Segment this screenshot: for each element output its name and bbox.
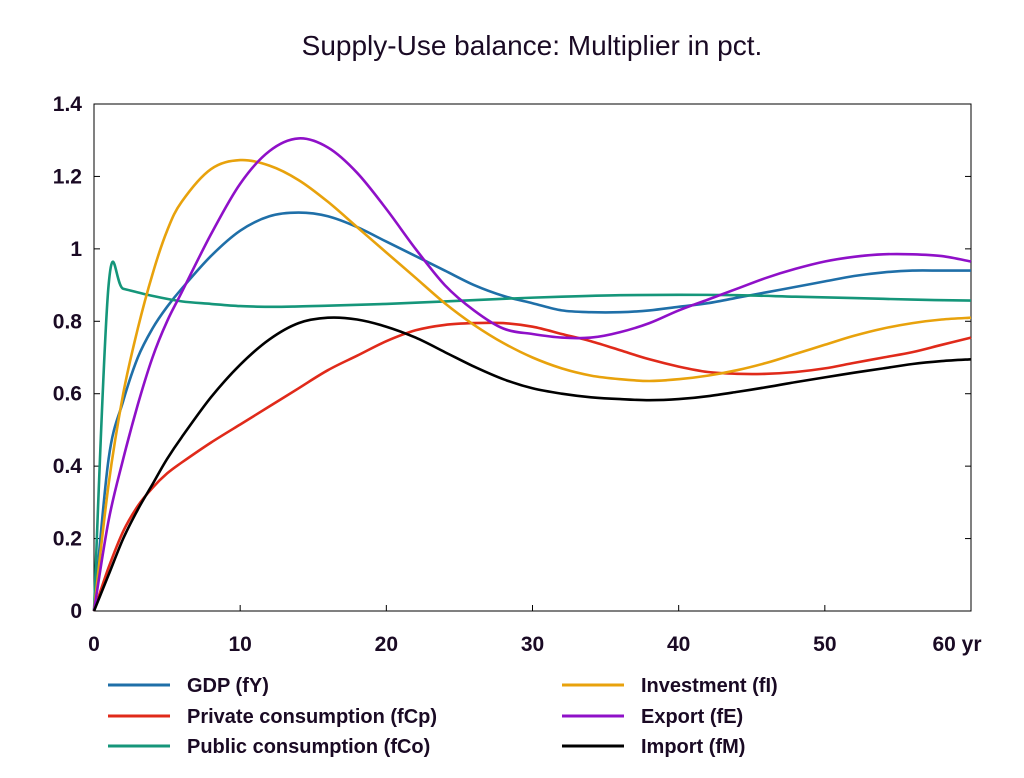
x-tick-label: 50 [813,633,836,656]
series-line-5 [92,316,972,612]
x-tick-label: 0 [88,633,100,656]
series-lines [92,137,972,612]
legend-label: Private consumption (fCp) [187,706,437,728]
axis-ticks: 0 0.2 0.4 0.6 0.8 1 1.2 1.4 0 10 20 30 40 50 60 yr [53,93,982,656]
legend-label: Export (fE) [641,706,743,728]
x-tick-label: 60 yr [932,633,981,656]
x-tick-label: 30 [521,633,544,656]
chart-title: Supply-Use balance: Multiplier in pct. [301,30,763,61]
series-line-2 [92,260,972,612]
y-tick-label: 0.2 [53,528,82,551]
x-tick-label: 40 [667,633,690,656]
y-tick-label: 0.6 [53,383,82,406]
series-line-0 [92,211,971,612]
y-tick-label: 1.2 [53,165,82,188]
series-line-1 [92,321,972,612]
y-tick-label: 1 [70,238,82,261]
series-line-3 [92,158,972,612]
y-tick-label: 0.4 [53,455,83,478]
y-tick-label: 1.4 [53,93,83,116]
x-tick-label: 20 [375,633,398,656]
legend-label: Investment (fI) [641,675,778,697]
legend-label: Import (fM) [641,736,745,758]
legend-label: Public consumption (fCo) [187,736,430,758]
series-line-4 [92,137,972,612]
legend: GDP (fY) Private consumption (fCp) Public … [108,675,778,758]
y-tick-label: 0 [70,600,82,623]
y-tick-label: 0.8 [53,310,83,333]
legend-label: GDP (fY) [187,675,269,697]
x-tick-label: 10 [228,633,251,656]
